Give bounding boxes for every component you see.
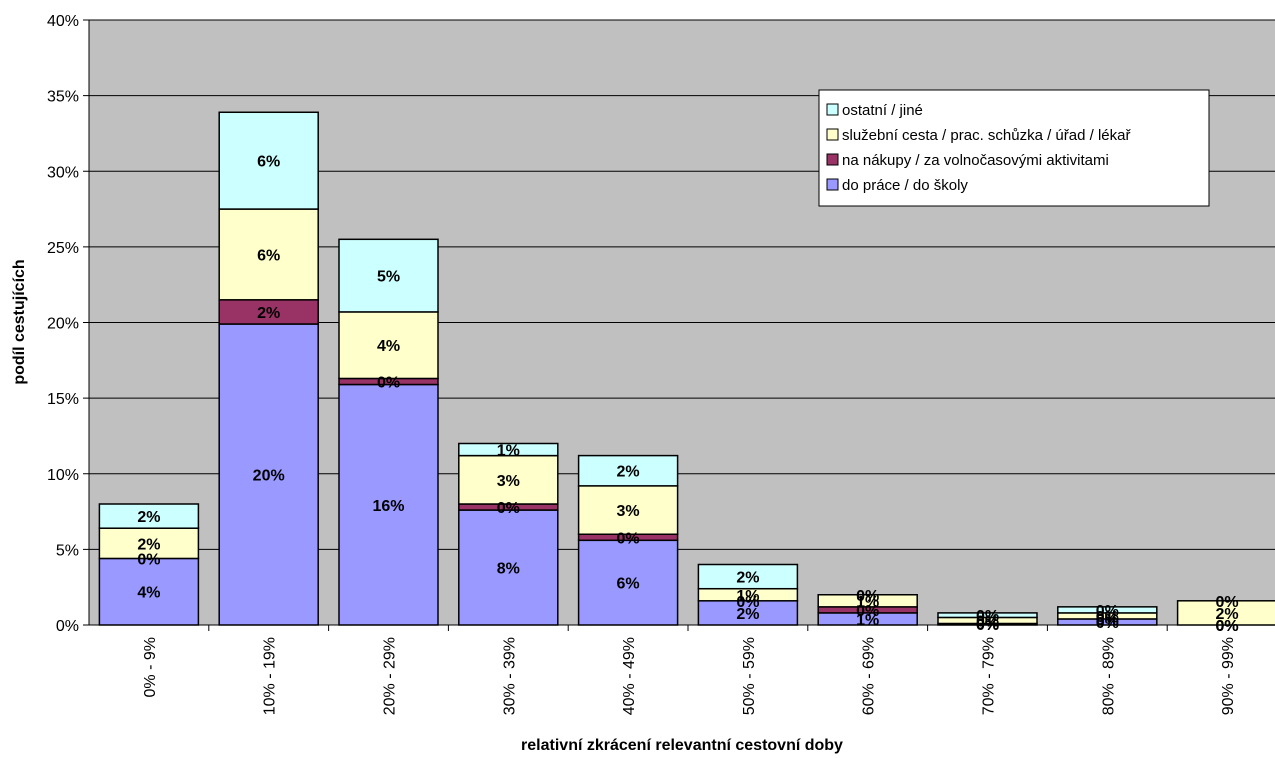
y-tick-label: 35%: [47, 89, 79, 106]
data-label: 2%: [1216, 606, 1239, 623]
data-label: 0%: [1096, 609, 1119, 626]
data-label: 2%: [137, 536, 160, 553]
data-label: 0%: [137, 551, 160, 568]
data-label: 0%: [856, 588, 879, 605]
data-label: 3%: [617, 503, 640, 520]
x-tick-label: 70% - 79%: [981, 637, 998, 715]
bar-segment: [218, 299, 319, 325]
x-axis-title: relativní zkrácení relevantní cestovní d…: [521, 737, 843, 754]
data-label: 16%: [372, 498, 404, 515]
data-label: 0%: [1216, 618, 1239, 635]
data-label: 0%: [1216, 594, 1239, 611]
data-label: 3%: [497, 473, 520, 490]
data-label: 4%: [377, 338, 400, 355]
legend-entry: ostatní / jiné: [842, 102, 923, 119]
data-label: 0%: [856, 603, 879, 620]
legend-entry: na nákupy / za volnočasovými aktivitami: [842, 152, 1109, 169]
bar-segment: [338, 238, 439, 313]
data-label: 2%: [257, 305, 280, 322]
data-label: 0%: [1096, 615, 1119, 632]
data-label: 0%: [497, 500, 520, 517]
data-label: 2%: [736, 570, 759, 587]
legend-swatch: [826, 128, 839, 141]
data-label: 2%: [617, 464, 640, 481]
bar-segment: [937, 612, 1038, 619]
data-label: 20%: [253, 468, 285, 485]
x-tick-label: 0% - 9%: [142, 637, 159, 697]
bar-segment: [577, 454, 679, 487]
bars: [98, 111, 1275, 626]
axes: 0% 5% 10% 15% 20% 25% 30% 35% 40% 0% - 9% 10% - 19…: [47, 13, 1275, 715]
x-tick-label: 60% - 69%: [861, 637, 878, 715]
x-tick-label: 20% - 29%: [382, 637, 399, 715]
data-label: 6%: [257, 154, 280, 171]
bar-segment: [338, 311, 439, 380]
x-tick-label: 50% - 59%: [741, 637, 758, 715]
x-tick-label: 10% - 19%: [262, 637, 279, 715]
x-tick-label: 40% - 49%: [621, 637, 638, 715]
data-label: 0%: [736, 594, 759, 611]
data-label: 1%: [736, 588, 759, 605]
data-label: 8%: [497, 561, 520, 578]
legend-entry: služební cesta / prac. schůzka / úřad / …: [842, 127, 1131, 144]
data-label: 0%: [976, 608, 999, 625]
data-label: 6%: [617, 576, 640, 593]
data-label: 0%: [617, 530, 640, 547]
bar-segment: [1057, 606, 1158, 614]
x-tick-label: 80% - 89%: [1100, 637, 1117, 715]
bar-segment: [458, 442, 559, 457]
legend-swatch: [826, 153, 839, 166]
legend-swatch: [826, 178, 839, 191]
data-label: 1%: [856, 594, 879, 611]
bar-segment: [98, 527, 200, 560]
y-tick-label: 15%: [47, 391, 79, 408]
bar-segment: [218, 111, 319, 210]
data-label: 0%: [1096, 603, 1119, 620]
bar-segment: [98, 503, 200, 529]
x-tick-label: 30% - 39%: [501, 637, 518, 715]
data-label: 0%: [377, 374, 400, 391]
bar-segment: [817, 594, 918, 608]
y-axis-title: podíl cestujících: [11, 259, 28, 384]
data-label: 0%: [976, 617, 999, 634]
bar-segment: [218, 323, 319, 626]
y-tick-label: 25%: [47, 240, 79, 257]
y-tick-label: 0%: [56, 618, 79, 635]
bar-segment: [458, 454, 559, 505]
data-label: 2%: [736, 606, 759, 623]
data-label: 5%: [377, 269, 400, 286]
legend-swatch: [826, 103, 839, 116]
y-tick-label: 40%: [47, 13, 79, 30]
bar-segment: [697, 563, 799, 590]
data-label: 0%: [976, 613, 999, 630]
data-label: 4%: [137, 585, 160, 602]
legend: ostatní / jiné služební cesta / prac. sch…: [818, 89, 1210, 207]
bar-segment: [338, 383, 439, 626]
y-tick-label: 10%: [47, 467, 79, 484]
y-tick-label: 5%: [56, 542, 79, 559]
data-label: 1%: [497, 443, 520, 460]
legend-box: [818, 89, 1210, 207]
data-label: 6%: [257, 247, 280, 264]
legend-entry: do práce / do školy: [842, 177, 968, 194]
data-labels: 4%0%2%2%20%2%6%6%16%0%4%5%8%0%3%1%6%0%3%…: [137, 154, 1238, 635]
y-tick-label: 20%: [47, 316, 79, 333]
bar-segment: [577, 539, 679, 626]
bar-segment: [98, 557, 200, 626]
data-label: 0%: [1216, 618, 1239, 635]
y-tick-label: 30%: [47, 164, 79, 181]
data-label: 2%: [137, 509, 160, 526]
x-tick-label: 90% - 99%: [1220, 637, 1237, 715]
